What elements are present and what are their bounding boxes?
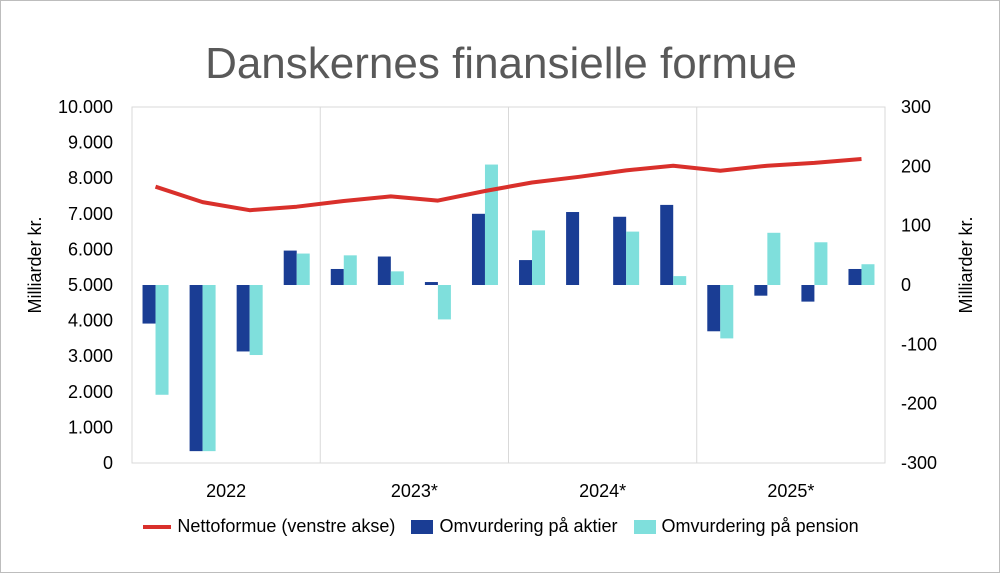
bar-pension <box>720 285 734 339</box>
bar-pension <box>249 285 263 356</box>
x-tick-label: 2025* <box>767 481 814 501</box>
bar-aktier <box>848 268 862 285</box>
bar-pension <box>296 253 310 285</box>
chart-title: Danskernes finansielle formue <box>205 39 797 88</box>
y-tick-label-right: 300 <box>901 97 931 117</box>
bar-aktier <box>613 216 627 285</box>
y-tick-label-left: 4.000 <box>68 311 113 331</box>
bar-aktier <box>519 260 533 285</box>
bar-aktier <box>236 285 250 352</box>
y-axis-title-left: Milliarder kr. <box>25 216 45 313</box>
bar-aktier <box>660 204 674 285</box>
bar-aktier <box>754 285 768 296</box>
bar-aktier <box>707 285 721 332</box>
y-tick-label-right: -300 <box>901 453 937 473</box>
bar-pension <box>390 271 404 285</box>
bar-pension <box>626 231 640 285</box>
bar-pension <box>437 285 451 320</box>
bar-pension <box>767 232 781 285</box>
y-tick-label-left: 0 <box>103 453 113 473</box>
bar-pension <box>532 230 546 285</box>
bar-aktier <box>142 285 156 324</box>
bar-aktier <box>283 250 297 285</box>
y-tick-label-left: 1.000 <box>68 417 113 437</box>
y-tick-label-left: 8.000 <box>68 168 113 188</box>
y-tick-label-right: 200 <box>901 156 931 176</box>
legend-swatch-box <box>633 519 656 534</box>
bar-aktier <box>189 285 203 452</box>
y-tick-label-left: 10.000 <box>58 97 113 117</box>
y-tick-label-right: -100 <box>901 334 937 354</box>
legend-swatch-box <box>411 519 434 534</box>
y-tick-label-left: 5.000 <box>68 275 113 295</box>
legend-swatch-line <box>143 524 172 529</box>
y-tick-label-right: -200 <box>901 394 937 414</box>
y-tick-label-right: 0 <box>901 275 911 295</box>
legend-label: Nettoformue (venstre akse) <box>177 516 396 536</box>
y-tick-label-right: 100 <box>901 216 931 236</box>
y-tick-label-left: 7.000 <box>68 204 113 224</box>
legend: Nettoformue (venstre akse) Omvurdering p… <box>1 516 999 537</box>
line-nettoformue <box>154 157 862 213</box>
legend-label: Omvurdering på aktier <box>439 516 618 536</box>
bar-aktier <box>377 256 391 285</box>
y-tick-label-left: 3.000 <box>68 346 113 366</box>
bar-aktier <box>566 212 580 285</box>
bar-pension <box>673 276 687 285</box>
legend-label: Omvurdering på pension <box>661 516 859 536</box>
bar-pension <box>155 285 169 395</box>
x-tick-label: 2022 <box>206 481 246 501</box>
bar-aktier <box>471 213 485 285</box>
legend-item-pension: Omvurdering på pension <box>633 516 859 537</box>
y-tick-label-left: 6.000 <box>68 239 113 259</box>
y-tick-label-left: 9.000 <box>68 133 113 153</box>
bar-aktier <box>801 285 815 302</box>
legend-item-nettoformue: Nettoformue (venstre akse) <box>143 516 395 537</box>
bar-aktier <box>330 268 344 285</box>
bar-pension <box>202 285 216 452</box>
x-tick-label: 2023* <box>391 481 438 501</box>
y-axis-title-right: Milliarder kr. <box>956 216 976 313</box>
bar-pension <box>343 255 357 285</box>
y-tick-label-left: 2.000 <box>68 382 113 402</box>
legend-item-aktier: Omvurdering på aktier <box>411 516 618 537</box>
bar-aktier <box>424 282 438 285</box>
bar-pension <box>861 264 875 285</box>
bar-pension <box>484 164 498 285</box>
bar-pension <box>814 242 828 285</box>
x-tick-label: 2024* <box>579 481 626 501</box>
